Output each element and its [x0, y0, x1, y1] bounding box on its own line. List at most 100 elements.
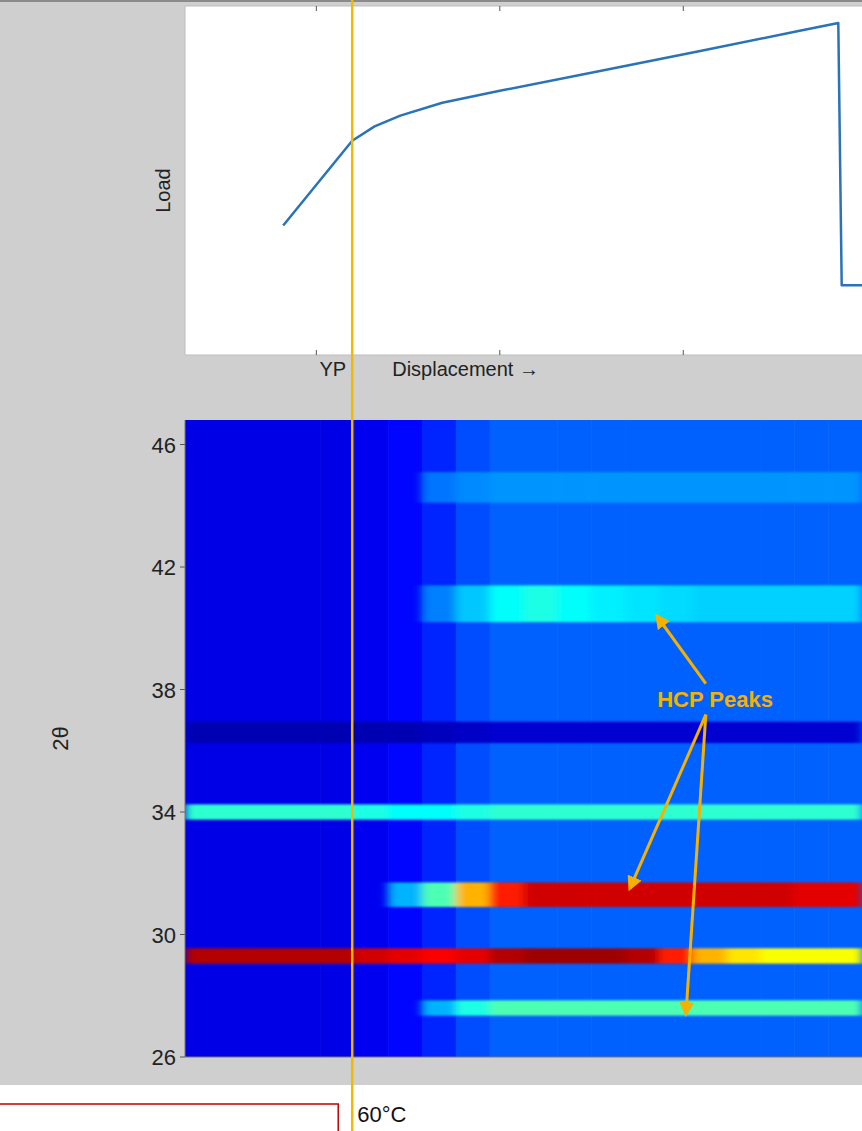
page-background	[0, 0, 862, 1131]
annotation-arrow	[657, 616, 706, 684]
band-cell	[591, 585, 625, 622]
band-cell	[794, 1000, 828, 1015]
band-cell	[422, 472, 456, 503]
band-cell	[727, 804, 761, 819]
band-cell	[659, 722, 693, 743]
band-cell	[828, 585, 862, 622]
yield-point-line	[351, 0, 354, 1131]
band-cell	[693, 472, 727, 503]
y-tick	[180, 689, 185, 690]
band-cell	[524, 585, 558, 622]
y-tick-label: 46	[152, 433, 176, 458]
background-cell	[253, 420, 287, 1057]
background-cell	[490, 420, 524, 1057]
band-cell	[727, 1000, 761, 1015]
band-cell	[388, 882, 422, 907]
band-cell	[693, 1000, 727, 1015]
band-cell	[490, 948, 524, 963]
background-cell	[760, 420, 794, 1057]
y-tick-label: 38	[152, 678, 176, 703]
y-axis	[185, 420, 186, 1057]
y-tick-label: 30	[152, 923, 176, 948]
band-cell	[557, 804, 591, 819]
band-cell	[760, 1000, 794, 1015]
x-tick	[316, 350, 317, 355]
background-cell	[388, 420, 422, 1057]
band-cell	[760, 882, 794, 907]
band-cell	[693, 948, 727, 963]
band-cell	[320, 804, 354, 819]
band-cell	[727, 882, 761, 907]
band-cell	[354, 722, 388, 743]
band-cell	[219, 948, 253, 963]
band-cell	[727, 472, 761, 503]
band-cell	[456, 1000, 490, 1015]
background-cell	[456, 420, 490, 1057]
band-cell	[727, 585, 761, 622]
band-cell	[828, 882, 862, 907]
band-cell	[760, 472, 794, 503]
band-cell	[625, 472, 659, 503]
band-cell	[388, 804, 422, 819]
y-axis	[185, 6, 186, 355]
x-tick-top	[683, 6, 684, 11]
band-cell	[490, 1000, 524, 1015]
x-axis-title: Displacement →	[392, 358, 539, 380]
caption-box	[0, 1104, 338, 1131]
y-tick	[180, 444, 185, 445]
annotation-hcp: HCP Peaks	[657, 687, 773, 712]
background-cell	[557, 420, 591, 1057]
figure: LoadYPDisplacement →2630343842462θHCP Pe…	[0, 0, 862, 1131]
band-cell	[456, 472, 490, 503]
y-tick	[180, 934, 185, 935]
band-cell	[490, 472, 524, 503]
band-cell	[794, 472, 828, 503]
band-cell	[354, 804, 388, 819]
band-cell	[287, 804, 321, 819]
band-cell	[388, 722, 422, 743]
x-tick	[683, 350, 684, 355]
band-cell	[760, 722, 794, 743]
band-cell	[591, 472, 625, 503]
panel-border	[0, 0, 862, 2]
background-cell	[185, 420, 219, 1057]
band-cell	[219, 804, 253, 819]
band-cell	[828, 804, 862, 819]
band-cell	[625, 585, 659, 622]
y-tick	[180, 812, 185, 813]
band-cell	[287, 722, 321, 743]
band-cell	[760, 804, 794, 819]
plot-area	[185, 6, 862, 355]
chart-title: 60°C	[357, 1102, 406, 1127]
band-cell	[625, 1000, 659, 1015]
band-cell	[524, 1000, 558, 1015]
band-cell	[659, 472, 693, 503]
band-cell	[524, 804, 558, 819]
band-cell	[219, 722, 253, 743]
band-cell	[320, 948, 354, 963]
y-tick-label: 42	[152, 555, 176, 580]
y-axis-title: Load	[152, 168, 174, 213]
band-cell	[490, 882, 524, 907]
band-cell	[625, 804, 659, 819]
band-cell	[659, 585, 693, 622]
band-cell	[185, 804, 219, 819]
background-cell	[828, 420, 862, 1057]
band-cell	[354, 948, 388, 963]
band-cell	[253, 804, 287, 819]
x-tick-top	[316, 6, 317, 11]
load-curve	[283, 23, 862, 285]
band-cell	[693, 882, 727, 907]
band-cell	[693, 585, 727, 622]
x-axis	[185, 355, 862, 356]
background-cell	[287, 420, 321, 1057]
band-cell	[490, 585, 524, 622]
bands	[185, 472, 862, 1016]
band-cell	[828, 722, 862, 743]
band-cell	[524, 472, 558, 503]
band-cell	[794, 882, 828, 907]
band-cell	[253, 948, 287, 963]
band-cell	[828, 948, 862, 963]
background-cell	[693, 420, 727, 1057]
band-cell	[422, 722, 456, 743]
